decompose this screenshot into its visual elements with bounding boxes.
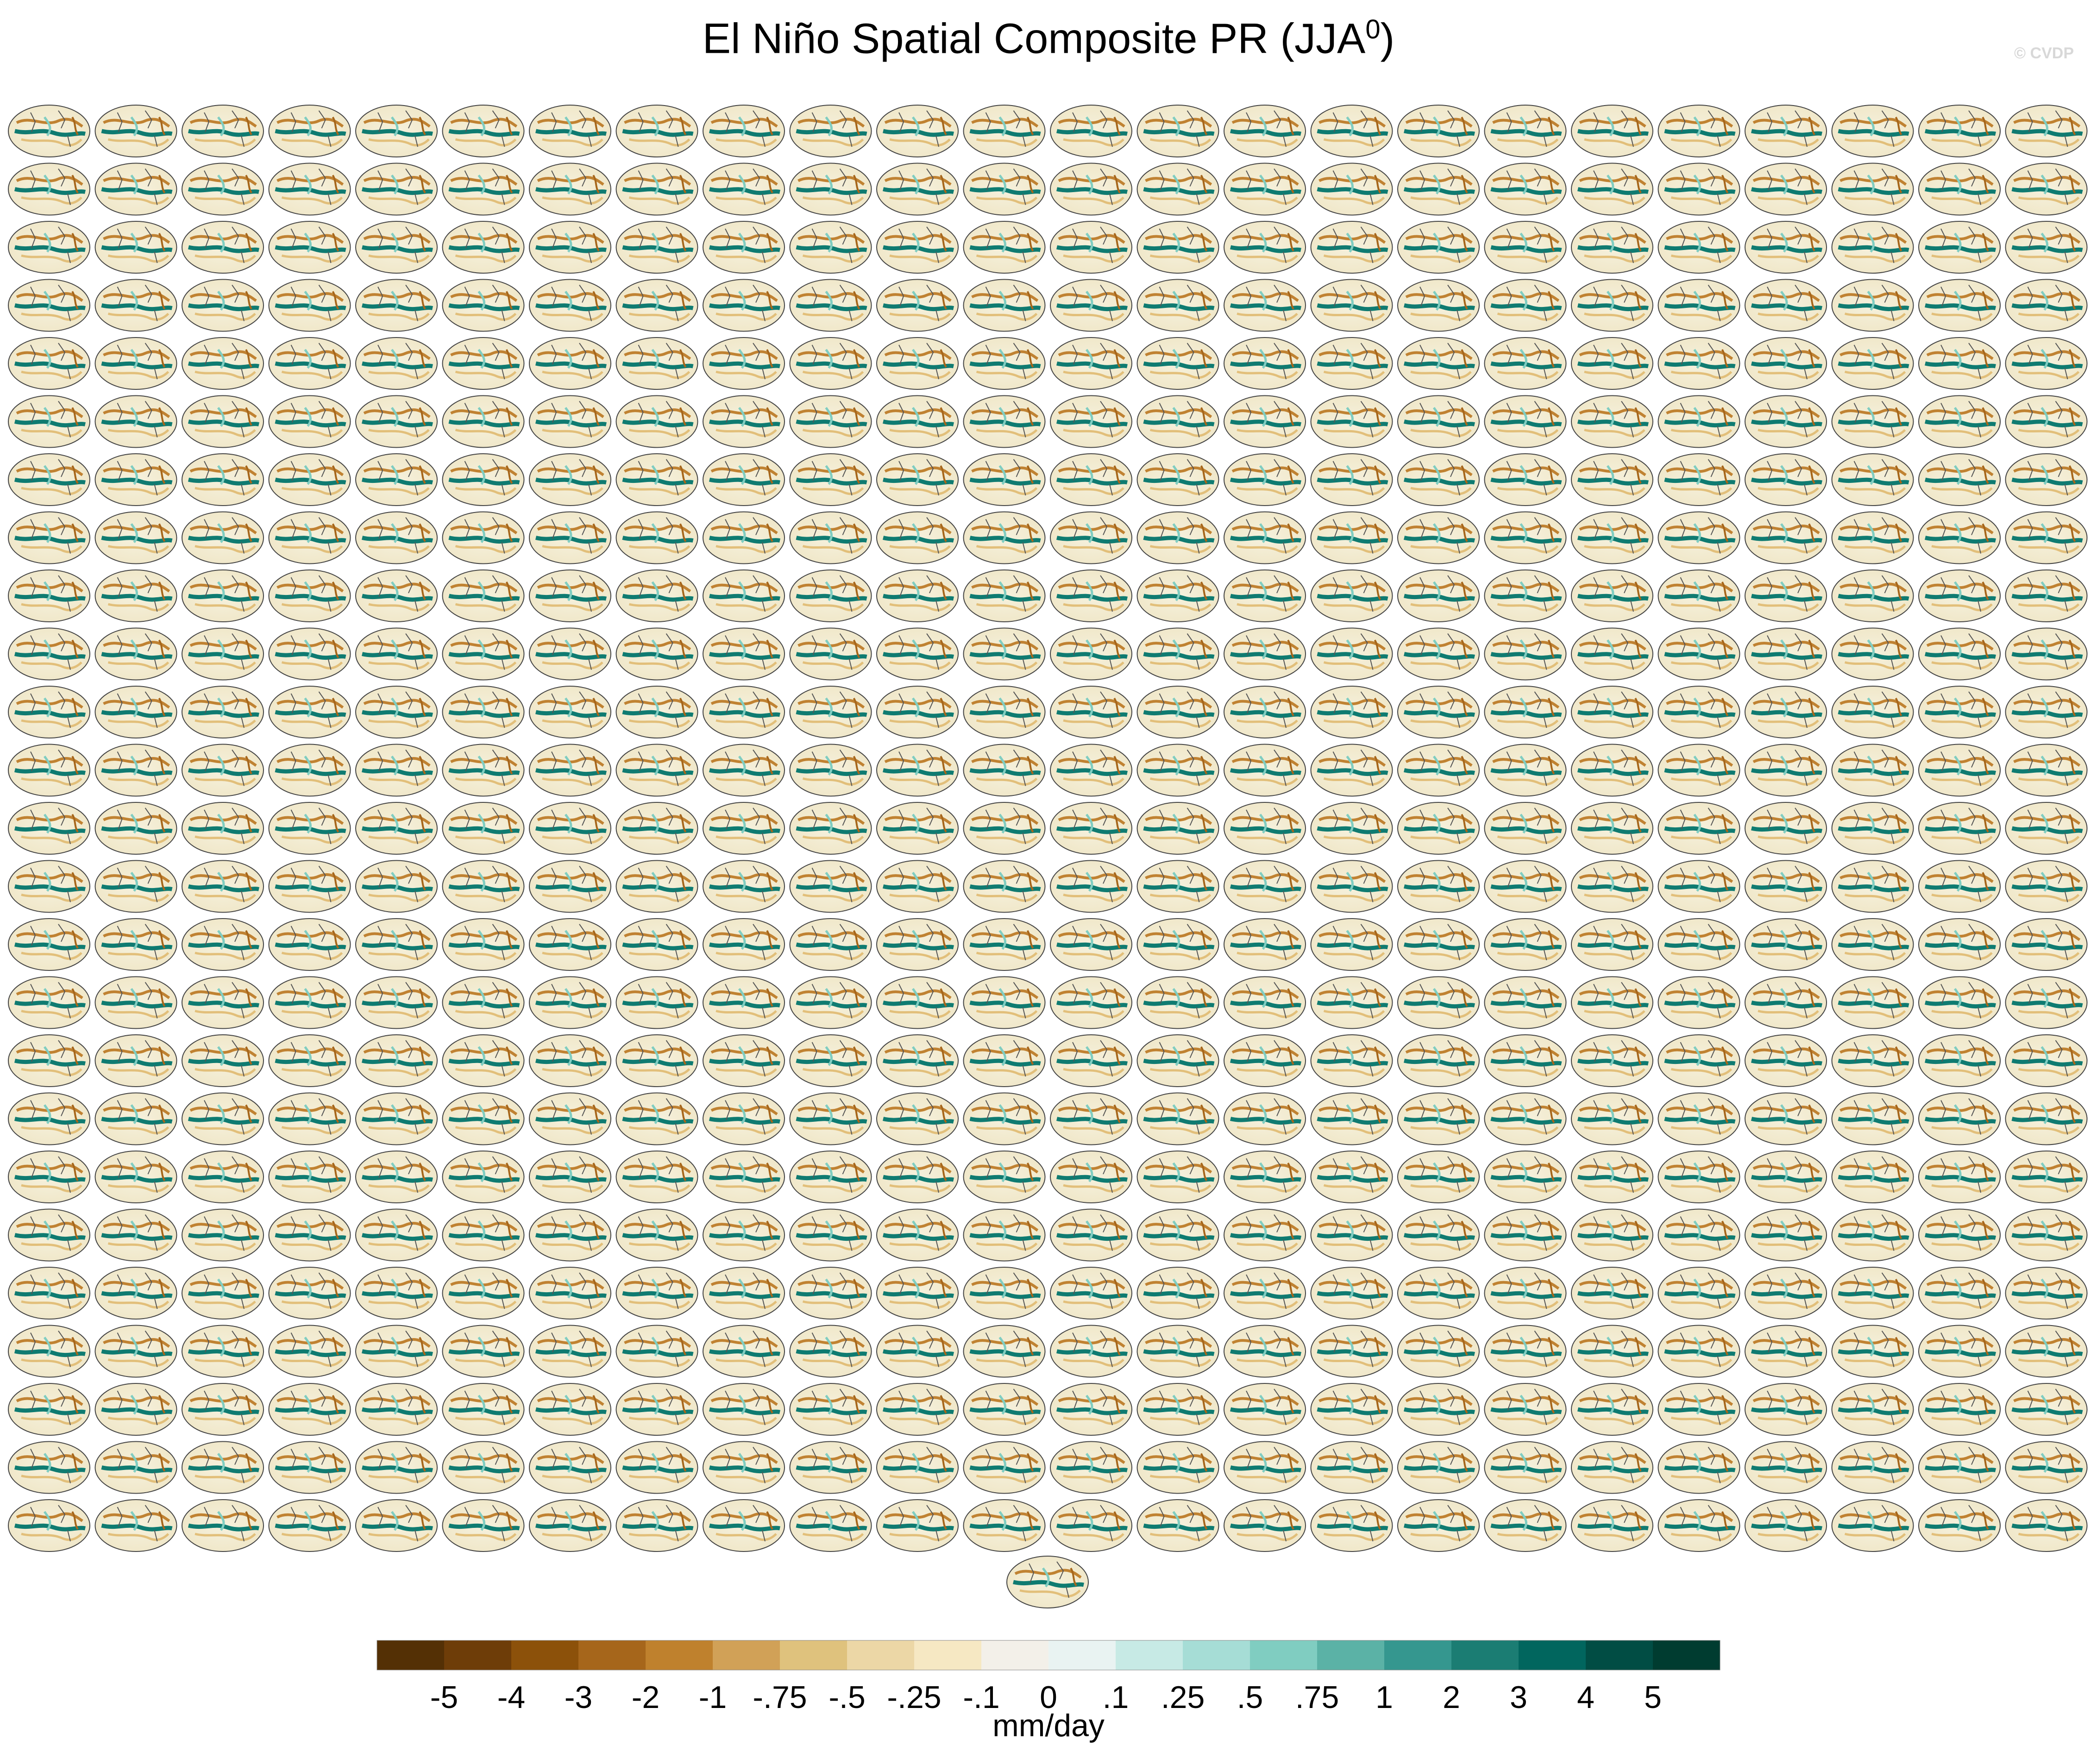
colorbar-tick-label: -5 bbox=[430, 1680, 458, 1715]
colorbar-box bbox=[1451, 1640, 1519, 1670]
colorbar-box bbox=[511, 1640, 578, 1670]
colorbar-tick-label: 2 bbox=[1443, 1680, 1460, 1715]
colorbar-tick-label: .75 bbox=[1295, 1680, 1339, 1715]
colorbar-box bbox=[780, 1640, 847, 1670]
colorbar-tick-label: 1 bbox=[1375, 1680, 1393, 1715]
colorbar-tick-label: -.75 bbox=[753, 1680, 807, 1715]
colorbar-tick-label: .25 bbox=[1161, 1680, 1205, 1715]
credit-watermark: © CVDP bbox=[2014, 44, 2074, 62]
colorbar-tick-label: 3 bbox=[1510, 1680, 1527, 1715]
title-text: El Niño Spatial Composite PR (JJA bbox=[702, 15, 1366, 63]
colorbar-box bbox=[1519, 1640, 1586, 1670]
colorbar-box bbox=[1250, 1640, 1317, 1670]
colorbar-frame bbox=[377, 1640, 1720, 1670]
colorbar-units: mm/day bbox=[992, 1708, 1105, 1743]
colorbar-tick-label: -3 bbox=[565, 1680, 592, 1715]
colorbar-tick-label: -.5 bbox=[829, 1680, 865, 1715]
colorbar-box bbox=[981, 1640, 1048, 1670]
colorbar-box bbox=[1653, 1640, 1720, 1670]
colorbar-box bbox=[1586, 1640, 1653, 1670]
colorbar-tick-label: -1 bbox=[699, 1680, 727, 1715]
colorbar-tick-label: .1 bbox=[1103, 1680, 1129, 1715]
colorbar-box bbox=[578, 1640, 646, 1670]
colorbar-box bbox=[377, 1640, 444, 1670]
colorbar-tick-label: -.1 bbox=[963, 1680, 999, 1715]
colorbar-box bbox=[1116, 1640, 1183, 1670]
colorbar-box bbox=[1317, 1640, 1384, 1670]
colorbar-tick-label: -2 bbox=[632, 1680, 659, 1715]
title-close: ) bbox=[1380, 15, 1395, 63]
colorbar-tick-label: 0 bbox=[1040, 1680, 1057, 1715]
colorbar-box bbox=[713, 1640, 780, 1670]
colorbar-box bbox=[914, 1640, 981, 1670]
colorbar-tick-label: -4 bbox=[497, 1680, 525, 1715]
colorbar-box bbox=[444, 1640, 511, 1670]
page-title: El Niño Spatial Composite PR (JJA0) bbox=[0, 14, 2097, 63]
colorbar-box bbox=[1384, 1640, 1451, 1670]
colorbar-box bbox=[1183, 1640, 1250, 1670]
colorbar-box bbox=[1048, 1640, 1116, 1670]
colorbar-tick-label: 4 bbox=[1577, 1680, 1595, 1715]
colorbar-tick-label: .5 bbox=[1237, 1680, 1263, 1715]
colorbar-box bbox=[646, 1640, 713, 1670]
colorbar-box bbox=[847, 1640, 914, 1670]
colorbar-tick-label: -.25 bbox=[887, 1680, 941, 1715]
title-superscript: 0 bbox=[1365, 14, 1381, 44]
colorbar-tick-label: 5 bbox=[1644, 1680, 1662, 1715]
